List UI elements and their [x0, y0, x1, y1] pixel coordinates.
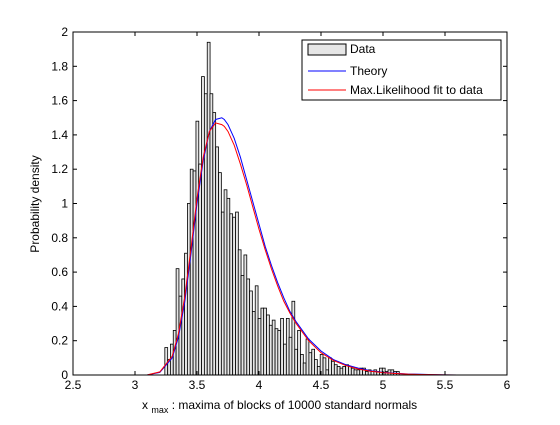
x-axis-label-subscript: max — [151, 405, 169, 415]
histogram-bar — [175, 268, 180, 376]
histogram-bar — [370, 371, 375, 376]
histogram-bar — [277, 330, 282, 376]
histogram-bar — [198, 163, 202, 376]
histogram-bar — [373, 369, 378, 376]
histogram-bar — [280, 318, 284, 376]
histogram-bar — [348, 366, 352, 376]
legend-swatch-data — [307, 43, 347, 56]
histogram-bar — [353, 369, 358, 376]
histogram-bar — [271, 319, 276, 376]
histogram-bar — [336, 366, 341, 376]
histogram-bar — [218, 172, 222, 376]
histogram-bar — [291, 300, 296, 376]
histogram-bar — [308, 352, 313, 376]
histogram-bar — [249, 290, 253, 376]
histogram-bar — [212, 112, 217, 376]
x-tick-label: 5.5 — [437, 378, 454, 392]
histogram-bar — [266, 314, 270, 376]
x-tick-label: 6 — [504, 378, 511, 392]
y-tick-label: 2 — [61, 25, 68, 39]
x-tick-label: 3.5 — [189, 378, 206, 392]
histogram-bar — [314, 359, 318, 376]
x-axis-label-rest: : maxima of blocks of 10000 standard nor… — [172, 398, 417, 412]
histogram-bar — [164, 347, 169, 376]
legend: Data Theory Max.Likelihood fit to data — [301, 39, 502, 101]
legend-label-ml-fit: Max.Likelihood fit to data — [350, 83, 483, 97]
histogram-bar — [294, 348, 299, 376]
ml-fit-curve — [104, 122, 458, 376]
tick-labels: 2.5 3 3.5 4 4.5 5 5.5 6 0 0.2 0.4 0.6 0.8 1 1.2 1.4 1.6 1… — [51, 25, 510, 392]
y-tick-label: 0.8 — [51, 231, 68, 245]
y-tick-label: 1.2 — [51, 162, 68, 176]
histogram-bar — [192, 170, 197, 376]
y-tick-label: 1.4 — [51, 128, 68, 142]
y-tick-label: 0.6 — [51, 265, 68, 279]
histogram-bar — [187, 203, 191, 376]
histogram-bar — [288, 336, 293, 376]
y-tick-label: 0 — [61, 368, 68, 382]
x-axis-label-main: x — [142, 398, 148, 412]
legend-label-data: Data — [350, 42, 376, 56]
histogram-bar — [232, 216, 236, 376]
histogram-bar — [254, 285, 259, 376]
x-tick-label: 5 — [380, 378, 387, 392]
x-tick-label: 2.5 — [65, 378, 82, 392]
histogram-bar — [322, 357, 327, 376]
y-axis-label: Probability density — [28, 155, 42, 252]
y-tick-label: 1 — [61, 197, 68, 211]
histogram-bar — [209, 93, 214, 376]
histogram-bar — [240, 275, 245, 376]
y-tick-label: 1.6 — [51, 94, 68, 108]
x-tick-label: 3 — [132, 378, 139, 392]
histogram-bar — [201, 76, 205, 376]
histogram-bar — [297, 330, 301, 376]
y-tick-label: 0.2 — [51, 334, 68, 348]
histogram-bar — [268, 324, 273, 376]
histogram-bar — [302, 362, 307, 376]
x-tick-label: 4 — [256, 378, 263, 392]
histogram-bar — [251, 311, 256, 376]
histogram-bar — [223, 189, 228, 376]
histogram-bar — [229, 213, 234, 376]
x-tick-label: 4.5 — [313, 378, 330, 392]
y-tick-label: 0.4 — [51, 299, 68, 313]
histogram-bar — [203, 93, 208, 376]
histogram-bar — [283, 343, 287, 376]
histogram-bar — [342, 366, 347, 376]
histogram-bar — [305, 338, 310, 376]
histogram-bar — [328, 357, 332, 376]
histogram-bar — [243, 254, 248, 376]
histogram-bar — [189, 168, 194, 376]
histogram-bar — [184, 252, 188, 376]
axes — [72, 31, 508, 376]
histogram-bar — [237, 249, 242, 376]
histogram-bar — [257, 318, 262, 376]
histogram-bar — [333, 364, 338, 376]
density-curves — [104, 117, 458, 376]
histogram-bar — [215, 146, 219, 376]
histogram-bar — [331, 360, 335, 376]
histogram-bar — [356, 369, 361, 376]
histogram-bar — [178, 295, 183, 376]
histogram-bar — [316, 366, 321, 376]
histogram-bar — [263, 307, 267, 376]
legend-label-theory: Theory — [350, 64, 387, 78]
histogram-bar — [226, 197, 231, 376]
y-tick-label: 1.8 — [51, 59, 68, 73]
x-axis-label: x max : maxima of blocks of 10000 standa… — [142, 398, 417, 416]
